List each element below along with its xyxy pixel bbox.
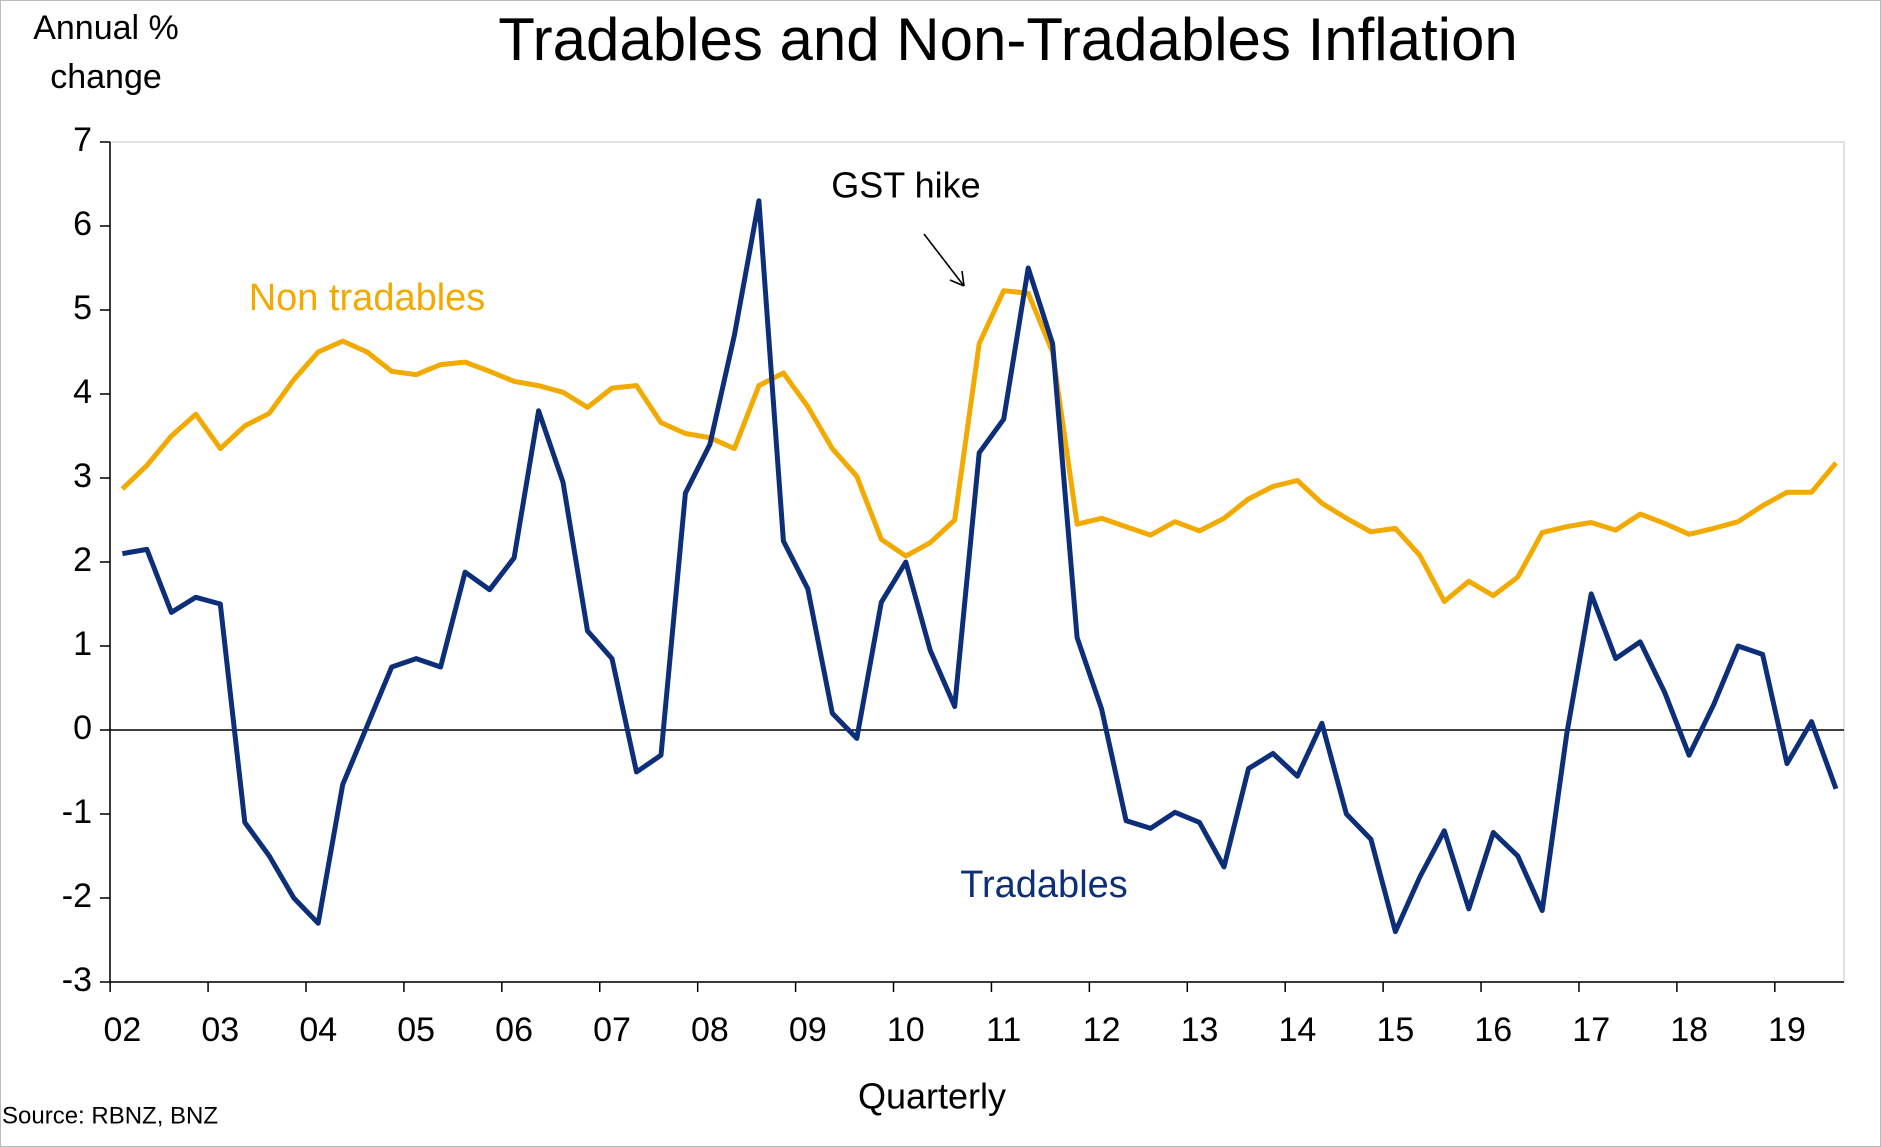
x-tick-label: 04 (299, 1011, 337, 1049)
x-tick-label: 06 (495, 1011, 533, 1049)
plot-area (109, 141, 1845, 983)
x-tick-label: 15 (1376, 1011, 1414, 1049)
x-tick-label: 16 (1474, 1011, 1512, 1049)
y-axis-label: Annual % (33, 9, 179, 47)
y-tick-label: 0 (73, 709, 92, 747)
x-tick-label: 18 (1670, 1011, 1708, 1049)
x-tick-label: 12 (1083, 1011, 1121, 1049)
x-axis-label: Quarterly (858, 1076, 1006, 1117)
y-tick-label: 2 (73, 541, 92, 579)
annotation-arrow (923, 233, 965, 287)
y-tick-label: -2 (62, 877, 92, 915)
x-tick-label: 10 (887, 1011, 925, 1049)
y-tick-label: -1 (62, 793, 92, 831)
chart-title: Tradables and Non-Tradables Inflation (498, 6, 1517, 73)
series-line (121, 198, 1839, 935)
x-tick-label: 07 (593, 1011, 631, 1049)
series-line (120, 288, 1838, 604)
y-tick-label: 1 (73, 625, 92, 663)
x-tick-label: 13 (1181, 1011, 1219, 1049)
x-tick-label: 09 (789, 1011, 827, 1049)
annotation: GST hike (831, 165, 980, 206)
y-tick-label: 7 (73, 121, 92, 159)
annotation-arrowhead (949, 270, 965, 287)
y-tick-label: 3 (73, 457, 92, 495)
x-tick-label: 02 (103, 1011, 141, 1049)
y-tick-label: 6 (73, 205, 92, 243)
x-tick-label: 03 (201, 1011, 239, 1049)
y-tick-label: 5 (73, 289, 92, 327)
source: Source: RBNZ, BNZ (2, 1102, 218, 1129)
series-label: Non tradables (249, 277, 486, 319)
x-tick-label: 08 (691, 1011, 729, 1049)
x-tick-label: 11 (986, 1011, 1021, 1049)
x-tick-label: 17 (1572, 1011, 1610, 1049)
x-tick-label: 14 (1279, 1011, 1317, 1049)
y-axis-label: change (50, 58, 162, 96)
x-tick-label: 05 (397, 1011, 435, 1049)
y-tick-label: 4 (73, 373, 92, 411)
x-tick-label: 19 (1768, 1011, 1806, 1049)
series-label: Tradables (960, 864, 1128, 906)
y-tick-label: -3 (62, 961, 92, 999)
